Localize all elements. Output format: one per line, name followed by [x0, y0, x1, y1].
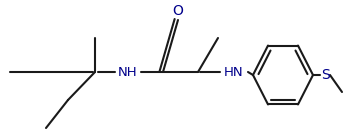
Text: S: S: [321, 68, 329, 82]
Text: HN: HN: [224, 66, 244, 79]
Text: NH: NH: [118, 66, 138, 79]
Text: O: O: [173, 4, 183, 18]
